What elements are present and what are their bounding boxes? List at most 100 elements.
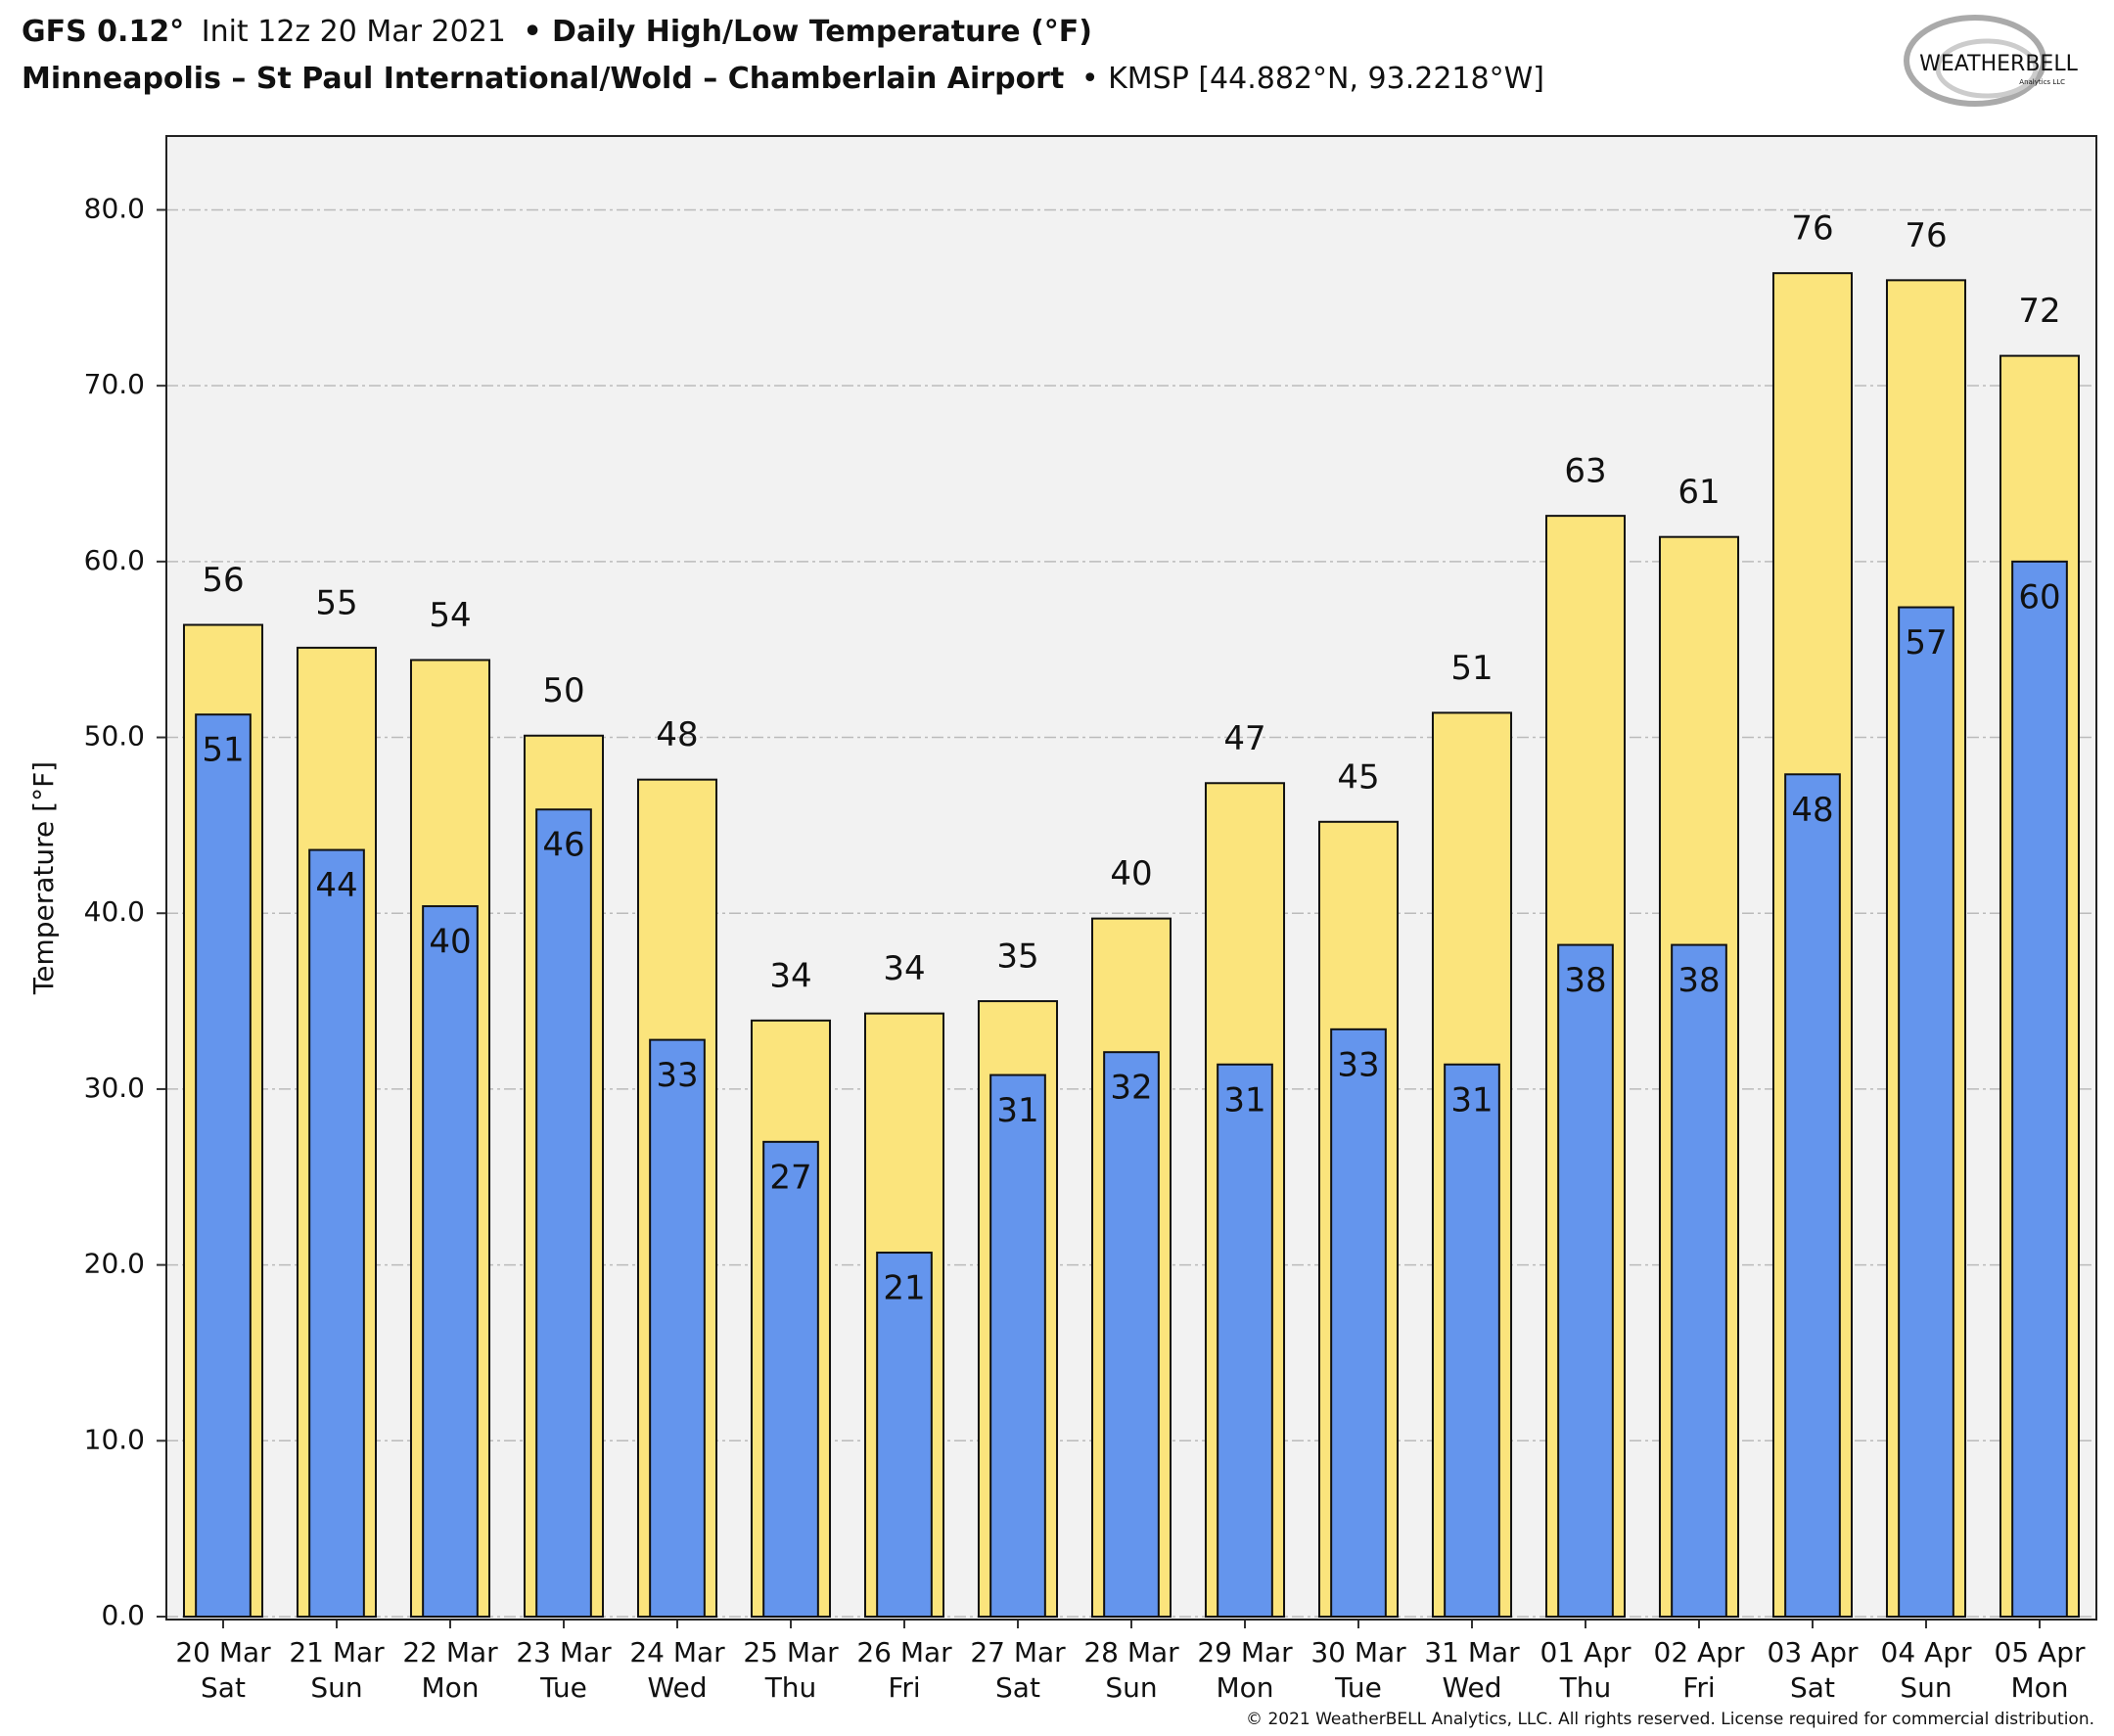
bar	[1898, 606, 1954, 1619]
value-label: 56	[202, 561, 244, 600]
y-tick-label: 80.0	[84, 192, 145, 224]
y-tick-label: 50.0	[84, 720, 145, 753]
value-label: 51	[1450, 649, 1493, 688]
x-tick-label: Thu	[1559, 1671, 1612, 1704]
value-label: 51	[202, 731, 244, 770]
x-tick-label: 20 Mar	[175, 1636, 271, 1668]
x-tick-label: 22 Mar	[402, 1636, 498, 1668]
value-label: 31	[996, 1091, 1038, 1130]
y-axis-label: Temperature [°F]	[27, 761, 60, 995]
value-label: 55	[315, 583, 357, 622]
station: Minneapolis – St Paul International/Wold…	[22, 62, 1064, 96]
bar	[1217, 1063, 1273, 1619]
bar	[195, 713, 252, 1618]
value-label: 63	[1564, 452, 1606, 491]
x-tick-label: Sat	[1790, 1671, 1835, 1704]
value-label: 33	[656, 1056, 698, 1095]
x-tick-label: 30 Mar	[1310, 1636, 1406, 1668]
x-tick-label: 31 Mar	[1424, 1636, 1520, 1668]
bar	[1444, 1063, 1500, 1619]
bar	[2011, 560, 2068, 1618]
value-label: 40	[1110, 854, 1152, 893]
x-tick-label: Sun	[1105, 1671, 1157, 1704]
x-tick-label: Sun	[1900, 1671, 1952, 1704]
value-label: 38	[1677, 961, 1720, 1000]
bar	[762, 1140, 819, 1618]
x-tick-label: Mon	[421, 1671, 479, 1704]
logo-subtext: Analytics LLC	[2019, 78, 2065, 86]
title: • Daily High/Low Temperature (°F)	[523, 15, 1092, 49]
y-tick-label: 0.0	[101, 1599, 145, 1631]
x-tick-label: 24 Mar	[629, 1636, 725, 1668]
value-label: 57	[1905, 623, 1947, 662]
x-tick-label: 03 Apr	[1768, 1636, 1859, 1668]
value-label: 50	[542, 671, 584, 710]
bar	[1671, 943, 1727, 1618]
copyright: © 2021 WeatherBELL Analytics, LLC. All r…	[1246, 1710, 2094, 1729]
value-label: 33	[1337, 1045, 1379, 1084]
value-label: 47	[1223, 719, 1265, 758]
x-tick-label: 25 Mar	[743, 1636, 839, 1668]
value-label: 76	[1905, 216, 1947, 255]
value-label: 46	[542, 826, 584, 865]
y-tick-label: 30.0	[84, 1072, 145, 1104]
location: • KMSP [44.882°N, 93.2218°W]	[1081, 62, 1544, 96]
x-tick-label: Sat	[201, 1671, 246, 1704]
logo-swirl	[1904, 15, 2046, 107]
value-label: 60	[2018, 577, 2060, 617]
bar	[535, 808, 592, 1618]
x-tick-label: 23 Mar	[516, 1636, 612, 1668]
x-tick-label: Wed	[1442, 1671, 1501, 1704]
value-label: 32	[1110, 1069, 1152, 1108]
y-tick-label: 60.0	[84, 544, 145, 576]
x-tick-label: Mon	[1216, 1671, 1273, 1704]
value-label: 72	[2018, 292, 2060, 331]
x-tick-label: 28 Mar	[1083, 1636, 1179, 1668]
x-tick-label: Tue	[539, 1671, 587, 1704]
x-tick-label: Fri	[888, 1671, 920, 1704]
bar	[308, 848, 365, 1618]
x-tick-label: Mon	[2010, 1671, 2068, 1704]
x-tick-label: 04 Apr	[1881, 1636, 1972, 1668]
value-label: 31	[1450, 1080, 1493, 1119]
value-label: 61	[1677, 473, 1720, 512]
value-label: 38	[1564, 961, 1606, 1000]
plot-frame	[165, 135, 2097, 1621]
x-tick-label: 01 Apr	[1540, 1636, 1631, 1668]
value-label: 48	[656, 715, 698, 754]
value-label: 40	[429, 923, 471, 962]
bar	[989, 1074, 1046, 1618]
bar	[1330, 1028, 1387, 1618]
chart-subtitle: Minneapolis – St Paul International/Wold…	[22, 62, 1544, 96]
x-tick-label: 05 Apr	[1995, 1636, 2086, 1668]
y-tick-label: 10.0	[84, 1423, 145, 1455]
x-tick-label: Fri	[1682, 1671, 1715, 1704]
x-tick-label: Sat	[995, 1671, 1040, 1704]
value-label: 35	[996, 937, 1038, 977]
bar	[422, 905, 479, 1618]
value-label: 44	[315, 866, 357, 905]
value-label: 76	[1791, 209, 1833, 249]
x-tick-label: 02 Apr	[1654, 1636, 1745, 1668]
init: Init 12z 20 Mar 2021	[202, 15, 506, 49]
x-tick-label: 29 Mar	[1197, 1636, 1293, 1668]
x-tick-label: 21 Mar	[289, 1636, 385, 1668]
x-tick-label: Sun	[310, 1671, 362, 1704]
x-tick-label: 27 Mar	[970, 1636, 1066, 1668]
logo: WEATHERBELL Analytics LLC	[1904, 15, 2079, 107]
bar	[876, 1252, 933, 1618]
value-label: 27	[769, 1158, 811, 1197]
y-tick-label: 20.0	[84, 1248, 145, 1280]
bar	[1103, 1051, 1160, 1618]
y-tick-label: 70.0	[84, 368, 145, 400]
value-label: 45	[1337, 757, 1379, 797]
value-label: 21	[883, 1269, 925, 1308]
value-label: 34	[769, 956, 811, 995]
logo-swirl	[1935, 38, 2039, 99]
y-tick-label: 40.0	[84, 895, 145, 928]
logo-text: WEATHERBELL	[1919, 52, 2078, 76]
bar	[1784, 773, 1841, 1618]
bar	[1557, 943, 1614, 1618]
model: GFS 0.12°	[22, 15, 184, 49]
